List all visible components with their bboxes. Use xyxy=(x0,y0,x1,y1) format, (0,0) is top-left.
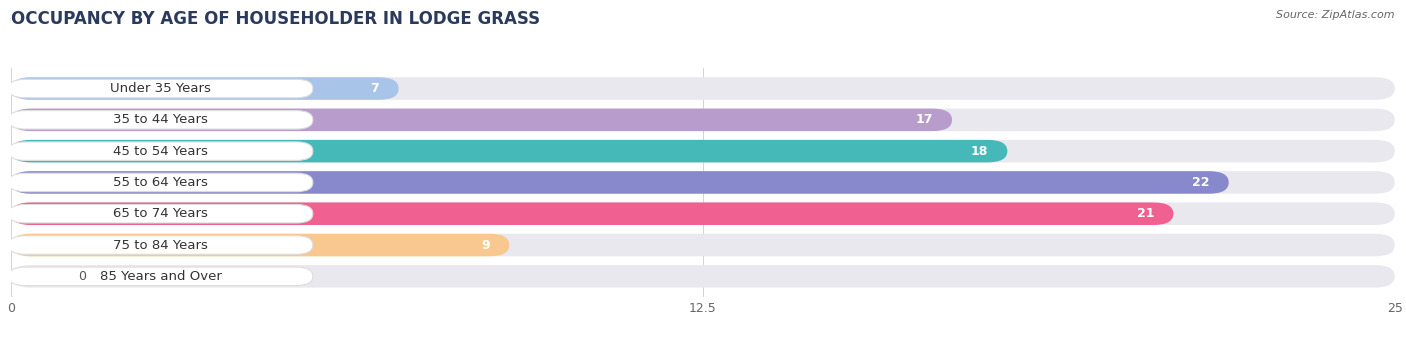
FancyBboxPatch shape xyxy=(11,108,1395,131)
Text: 0: 0 xyxy=(77,270,86,283)
FancyBboxPatch shape xyxy=(8,173,314,192)
FancyBboxPatch shape xyxy=(11,203,1395,225)
FancyBboxPatch shape xyxy=(8,236,314,254)
Text: Source: ZipAtlas.com: Source: ZipAtlas.com xyxy=(1277,10,1395,20)
FancyBboxPatch shape xyxy=(11,77,399,100)
FancyBboxPatch shape xyxy=(11,77,1395,100)
FancyBboxPatch shape xyxy=(11,234,1395,256)
FancyBboxPatch shape xyxy=(11,171,1229,194)
Text: 65 to 74 Years: 65 to 74 Years xyxy=(114,207,208,220)
FancyBboxPatch shape xyxy=(8,110,314,129)
Text: Under 35 Years: Under 35 Years xyxy=(110,82,211,95)
FancyBboxPatch shape xyxy=(11,203,1174,225)
Text: 45 to 54 Years: 45 to 54 Years xyxy=(114,145,208,158)
FancyBboxPatch shape xyxy=(11,140,1007,162)
FancyBboxPatch shape xyxy=(11,140,1395,162)
Text: 75 to 84 Years: 75 to 84 Years xyxy=(114,239,208,252)
Text: 21: 21 xyxy=(1136,207,1154,220)
Text: 35 to 44 Years: 35 to 44 Years xyxy=(114,113,208,126)
Text: 17: 17 xyxy=(915,113,932,126)
Text: 18: 18 xyxy=(970,145,988,158)
Text: 22: 22 xyxy=(1192,176,1209,189)
FancyBboxPatch shape xyxy=(8,142,314,160)
FancyBboxPatch shape xyxy=(11,234,509,256)
FancyBboxPatch shape xyxy=(11,108,952,131)
FancyBboxPatch shape xyxy=(8,205,314,223)
Text: 85 Years and Over: 85 Years and Over xyxy=(100,270,222,283)
FancyBboxPatch shape xyxy=(11,265,1395,287)
Text: 9: 9 xyxy=(481,239,489,252)
Text: OCCUPANCY BY AGE OF HOUSEHOLDER IN LODGE GRASS: OCCUPANCY BY AGE OF HOUSEHOLDER IN LODGE… xyxy=(11,10,540,28)
FancyBboxPatch shape xyxy=(11,171,1395,194)
FancyBboxPatch shape xyxy=(8,79,314,98)
FancyBboxPatch shape xyxy=(8,267,314,285)
Text: 55 to 64 Years: 55 to 64 Years xyxy=(114,176,208,189)
Text: 7: 7 xyxy=(371,82,380,95)
